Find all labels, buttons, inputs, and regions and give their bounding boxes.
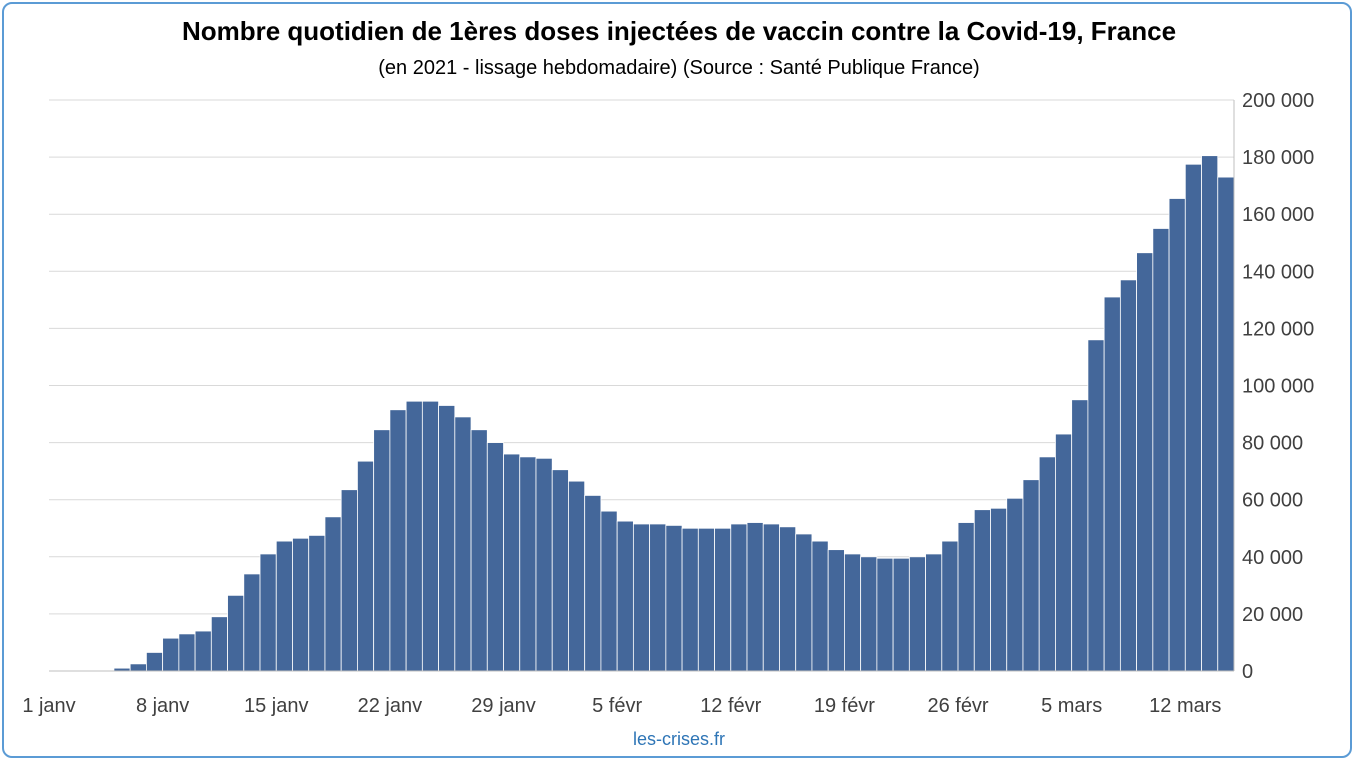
bar (129, 663, 147, 672)
bar (486, 442, 504, 672)
chart-title: Nombre quotidien de 1ères doses injectée… (181, 16, 1177, 46)
bar (1055, 433, 1073, 672)
bar (1006, 497, 1024, 672)
bar (681, 527, 699, 672)
bar (811, 540, 829, 672)
bar (292, 537, 310, 672)
bar (324, 516, 342, 672)
bar (568, 480, 586, 672)
bar (259, 553, 277, 672)
bar (503, 453, 521, 672)
x-tick-label: 19 févr (814, 695, 875, 717)
bar (357, 460, 375, 672)
y-tick-label: 160 000 (1242, 204, 1314, 226)
bar (762, 523, 780, 672)
y-tick-label: 180 000 (1242, 147, 1314, 169)
bar (714, 527, 732, 672)
bar (421, 400, 439, 672)
bar (746, 522, 764, 672)
y-tick-label: 60 000 (1242, 490, 1303, 512)
bar (145, 652, 164, 672)
bar (454, 416, 472, 672)
x-tick-label: 22 janv (358, 695, 423, 717)
bar (373, 429, 391, 672)
bar (892, 557, 910, 672)
bar (665, 524, 683, 672)
bar (990, 507, 1008, 672)
x-tick-label: 5 mars (1041, 695, 1102, 717)
bar (697, 527, 715, 672)
bar (1201, 155, 1219, 672)
bar (470, 429, 488, 672)
y-tick-label: 80 000 (1242, 433, 1303, 455)
bar (779, 526, 797, 672)
bar (1136, 252, 1154, 672)
bar (1184, 163, 1202, 672)
bar (340, 489, 358, 672)
x-tick-label: 12 mars (1149, 695, 1221, 717)
bar (1103, 296, 1121, 672)
y-tick-label: 100 000 (1242, 376, 1314, 398)
y-tick-label: 20 000 (1242, 604, 1303, 626)
bar (973, 509, 991, 672)
x-tick-label: 5 févr (592, 695, 642, 717)
bar (616, 520, 634, 672)
source-label: les-crises.fr (632, 729, 725, 749)
y-tick-label: 40 000 (1242, 547, 1303, 569)
x-tick-label: 26 févr (927, 695, 988, 717)
bar (405, 400, 423, 672)
bar (730, 523, 748, 672)
bar (551, 469, 569, 672)
bar (1217, 176, 1235, 672)
bar (649, 523, 667, 672)
bar (162, 637, 180, 672)
y-tick-label: 120 000 (1242, 318, 1314, 340)
chart-subtitle: (en 2021 - lissage hebdomadaire) (Source… (378, 57, 980, 79)
bar (194, 630, 212, 672)
bar (1022, 479, 1040, 672)
bar (535, 457, 553, 672)
bar (1071, 399, 1089, 672)
bar (308, 534, 326, 672)
y-tick-label: 200 000 (1242, 90, 1314, 112)
bar (876, 557, 894, 672)
bar (600, 510, 618, 672)
bar (389, 409, 407, 672)
bar (908, 556, 926, 672)
x-tick-label: 29 janv (471, 695, 536, 717)
bar (1038, 456, 1056, 672)
x-tick-label: 8 janv (136, 695, 189, 717)
bar (957, 522, 975, 672)
bar (1087, 339, 1105, 672)
bar (210, 616, 228, 672)
bar (827, 549, 845, 672)
bar (1119, 279, 1138, 672)
y-tick-label: 0 (1242, 661, 1253, 683)
bar (925, 553, 943, 672)
bar (178, 633, 196, 672)
y-tick-label: 140 000 (1242, 261, 1314, 283)
bar (227, 594, 245, 672)
bar (844, 553, 862, 672)
bar (1152, 228, 1170, 672)
bar (243, 573, 261, 672)
bar (438, 405, 456, 672)
x-tick-label: 12 févr (700, 695, 761, 717)
bar (1168, 198, 1186, 672)
bar (795, 533, 813, 672)
bar (941, 540, 959, 672)
bar (860, 556, 878, 672)
bar (584, 495, 602, 672)
bar (275, 540, 293, 672)
bar (632, 523, 651, 672)
x-tick-label: 15 janv (244, 695, 309, 717)
bar (519, 456, 537, 672)
x-tick-label: 1 janv (22, 695, 75, 717)
